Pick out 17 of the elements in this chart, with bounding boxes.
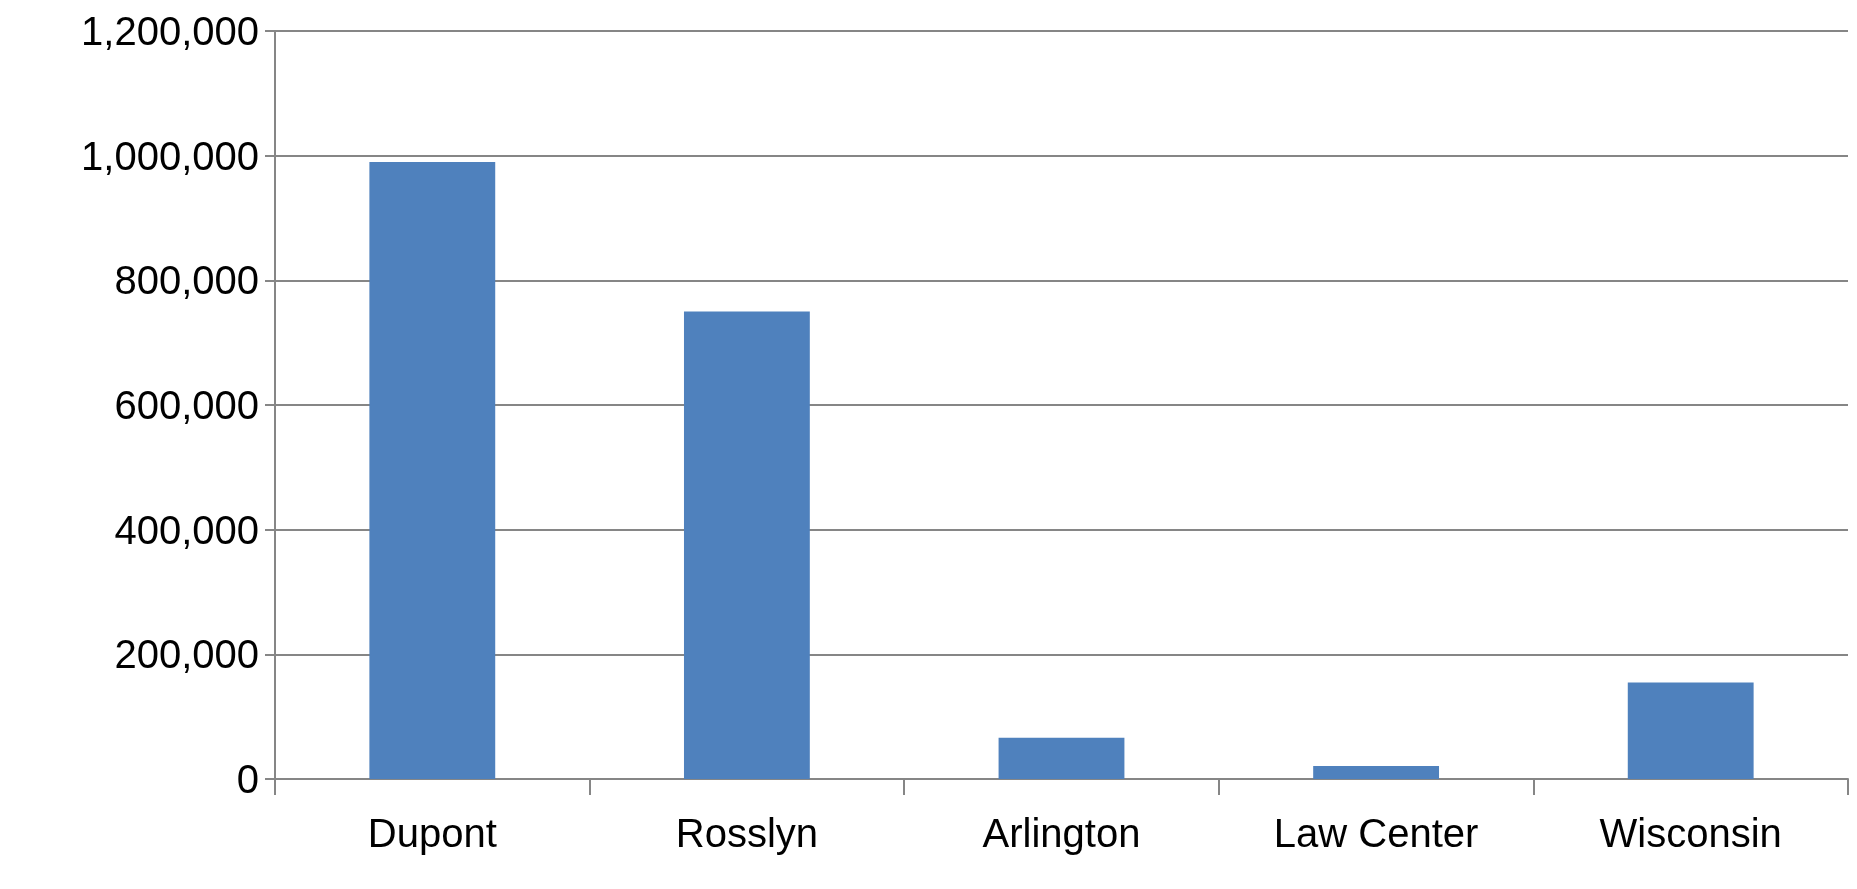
y-tick-label: 800,000 xyxy=(114,258,259,303)
bar xyxy=(369,161,496,779)
y-tick-label: 1,000,000 xyxy=(81,133,259,178)
x-tick-label: Law Center xyxy=(1273,811,1479,855)
bar xyxy=(998,737,1125,779)
y-tick-label: 400,000 xyxy=(114,507,259,552)
x-tick-label: Wisconsin xyxy=(1599,811,1782,855)
y-tick-label: 1,200,000 xyxy=(81,9,259,53)
bar xyxy=(1627,682,1754,779)
x-tick-label: Dupont xyxy=(367,811,497,855)
y-tick-label: 200,000 xyxy=(114,632,259,677)
x-tick-label: Arlington xyxy=(982,811,1141,855)
bar xyxy=(683,311,810,779)
x-tick-label: Rosslyn xyxy=(675,811,819,855)
y-tick-label: 600,000 xyxy=(114,383,259,427)
y-tick-label: 0 xyxy=(236,757,259,801)
bar xyxy=(1313,765,1440,779)
